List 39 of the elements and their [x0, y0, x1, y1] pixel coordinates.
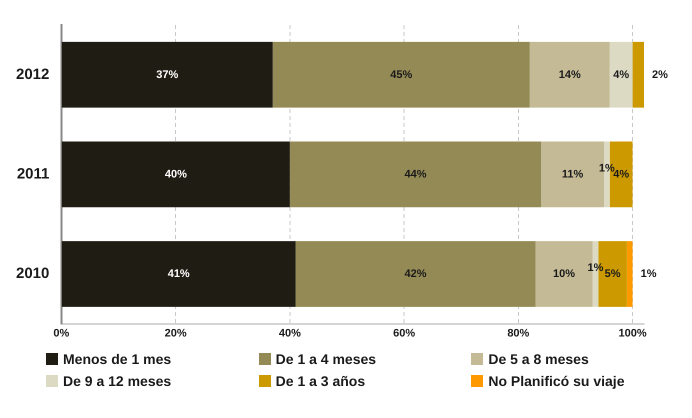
- x-tick-label: 60%: [393, 327, 416, 340]
- legend-label: De 5 a 8 meses: [488, 351, 589, 367]
- y-tick-label: 2010: [16, 265, 50, 282]
- data-label: 5%: [604, 268, 621, 280]
- bar: [530, 42, 610, 108]
- bar: [296, 241, 536, 307]
- bar: [272, 42, 530, 108]
- data-label: 37%: [156, 68, 179, 81]
- x-tick-label: 0%: [53, 327, 70, 340]
- data-label: 4%: [613, 68, 630, 81]
- bar: [62, 142, 290, 208]
- y-tick-label: 2011: [16, 166, 50, 183]
- bar: [626, 241, 633, 307]
- data-label: 42%: [404, 268, 427, 280]
- bar: [610, 42, 633, 108]
- x-tick-label: 20%: [164, 327, 187, 340]
- legend-label: No Planificó su viaje: [488, 373, 624, 389]
- data-label: 4%: [613, 168, 630, 180]
- y-tick-label: 2012: [16, 66, 50, 83]
- bar: [290, 142, 542, 208]
- data-label: 14%: [558, 68, 581, 81]
- legend-label: De 1 a 4 meses: [276, 351, 376, 367]
- x-tick-label: 80%: [507, 327, 530, 340]
- data-label: 11%: [562, 168, 584, 180]
- legend-label: De 1 a 3 años: [276, 373, 366, 389]
- legend-label: Menos de 1 mes: [63, 351, 172, 367]
- bar: [632, 42, 644, 108]
- legend-label: De 9 a 12 meses: [63, 373, 172, 389]
- data-label: 41%: [168, 268, 190, 280]
- data-label: 1%: [640, 268, 657, 280]
- x-tick-label: 100%: [618, 327, 647, 340]
- bar: [62, 241, 296, 307]
- data-label: 2%: [652, 68, 668, 81]
- data-label: 44%: [404, 168, 427, 180]
- data-label: 45%: [390, 68, 412, 81]
- data-label: 10%: [553, 268, 576, 280]
- x-tick-label: 40%: [278, 327, 302, 340]
- data-label: 40%: [164, 168, 188, 180]
- bar: [62, 42, 273, 108]
